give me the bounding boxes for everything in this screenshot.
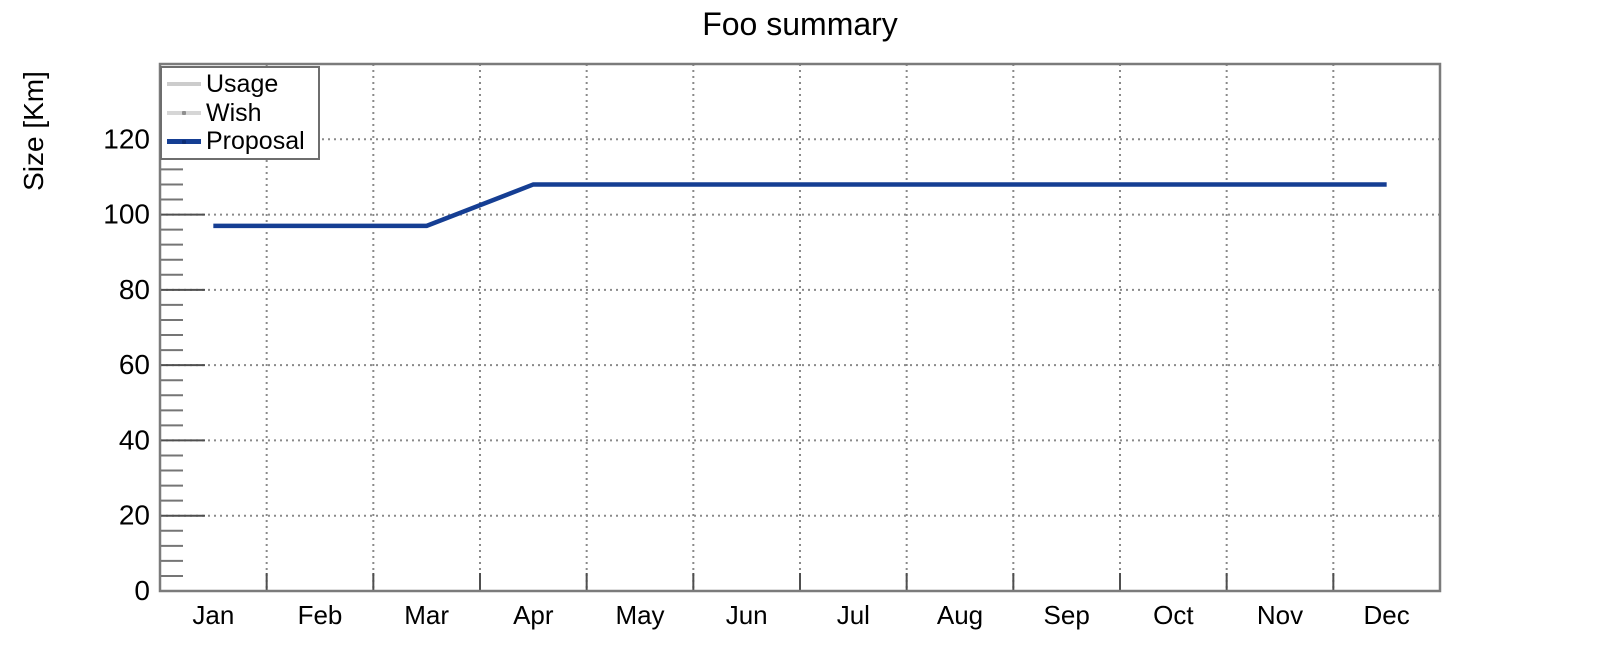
y-tick-label: 100 — [103, 199, 150, 230]
y-tick-label: 0 — [134, 575, 150, 606]
legend-item-wish: Wish — [162, 99, 318, 128]
legend-swatch-line-usage — [167, 82, 201, 87]
y-tick-label: 60 — [119, 349, 150, 380]
x-tick-label-mar: Mar — [404, 600, 449, 630]
legend: Usage Wish Proposal — [160, 66, 320, 160]
legend-line-swatch — [162, 111, 206, 115]
legend-item-proposal: Proposal — [162, 127, 318, 156]
x-tick-label-dec: Dec — [1364, 600, 1410, 630]
x-tick-label-may: May — [615, 600, 664, 630]
x-tick-label-apr: Apr — [513, 600, 554, 630]
legend-line-swatch — [162, 82, 206, 87]
series-line-proposal — [213, 182, 1387, 229]
x-tick-label-feb: Feb — [298, 600, 343, 630]
legend-label: Usage — [206, 69, 279, 98]
legend-line-swatch — [162, 139, 206, 145]
legend-item-usage: Usage — [162, 70, 318, 99]
x-tick-label-aug: Aug — [937, 600, 983, 630]
y-tick-label: 20 — [119, 500, 150, 531]
x-tick-label-nov: Nov — [1257, 600, 1303, 630]
legend-marker-wish — [182, 111, 186, 115]
x-tick-label-sep: Sep — [1044, 600, 1090, 630]
legend-label: Proposal — [206, 127, 305, 156]
legend-swatch-line-wish — [167, 111, 201, 115]
x-tick-label-jul: Jul — [837, 600, 870, 630]
x-tick-label-jun: Jun — [726, 600, 768, 630]
y-tick-label: 40 — [119, 424, 150, 455]
x-tick-label-oct: Oct — [1153, 600, 1194, 630]
legend-label: Wish — [206, 98, 262, 127]
legend-marker-proposal — [182, 139, 186, 144]
plot-frame — [158, 62, 1442, 593]
legend-swatch-line-proposal — [167, 139, 201, 145]
y-tick-label: 120 — [103, 123, 150, 154]
chart-title: Foo summary — [702, 6, 898, 42]
x-tick-label-jan: Jan — [192, 600, 234, 630]
y-tick-label: 80 — [119, 274, 150, 305]
